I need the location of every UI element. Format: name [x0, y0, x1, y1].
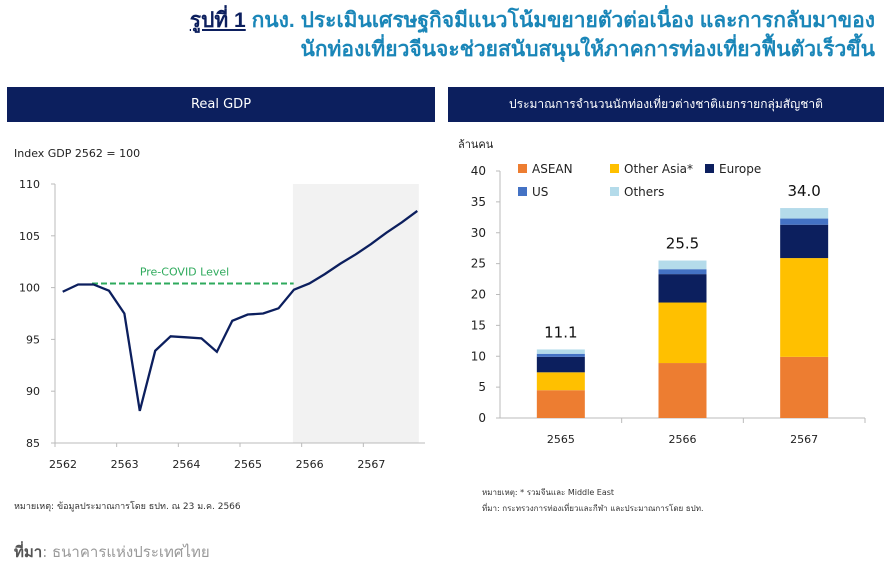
bar-segment-others — [658, 260, 707, 270]
figure-number: รูปที่ 1 — [189, 9, 246, 32]
source-text: : ธนาคารแห่งประเทศไทย — [42, 543, 210, 561]
y-tick-label: 105 — [19, 230, 40, 243]
legend-label: Europe — [719, 162, 761, 176]
bar-segment-us — [658, 269, 707, 275]
legend-swatch — [518, 187, 527, 196]
legend-label: ASEAN — [532, 162, 573, 176]
bar-segment-europe — [658, 274, 707, 303]
bar-segment-europe — [536, 356, 585, 373]
legend-swatch — [518, 164, 527, 173]
y-tick-label: 95 — [26, 333, 40, 346]
gdp-line — [62, 210, 418, 412]
y-tick-label: 110 — [19, 178, 40, 191]
y-axis-label: Index GDP 2562 = 100 — [14, 147, 140, 160]
y-tick-label: 85 — [26, 437, 40, 450]
title-line-2: นักท่องเที่ยวจีนจะช่วยสนับสนุนให้ภาคการท… — [300, 38, 875, 61]
y-tick-label: 30 — [471, 226, 486, 240]
y-tick-label: 90 — [26, 385, 40, 398]
title-line-1: กนง. ประเมินเศรษฐกิจมีแนวโน้มขยายตัวต่อเ… — [251, 9, 875, 32]
y-tick-label: 20 — [471, 288, 486, 302]
bar-total-label: 11.1 — [544, 323, 577, 341]
bar-segment-otherasia — [658, 302, 707, 364]
source: ที่มา: ธนาคารแห่งประเทศไทย — [14, 540, 210, 564]
y-tick-label: 40 — [471, 164, 486, 178]
x-tick-label: 2565 — [547, 433, 575, 446]
y-tick-label: 10 — [471, 349, 486, 363]
gdp-chart-header: Real GDP — [7, 87, 435, 122]
forecast-shading — [292, 184, 419, 443]
legend-label: Others — [624, 185, 664, 199]
y-tick-label: 15 — [471, 318, 486, 332]
x-tick-label: 2564 — [172, 458, 200, 471]
y-axis-label: ล้านคน — [458, 138, 494, 151]
gdp-note: หมายเหตุ: ข้อมูลประมาณการโดย ธปท. ณ 23 ม… — [14, 502, 241, 512]
legend-label: US — [532, 185, 548, 199]
legend-swatch — [705, 164, 714, 173]
x-tick-label: 2566 — [669, 433, 697, 446]
x-tick-label: 2567 — [357, 458, 385, 471]
legend-label: Other Asia* — [624, 162, 693, 176]
bar-segment-otherasia — [780, 258, 829, 357]
y-tick-label: 100 — [19, 282, 40, 295]
bar-total-label: 34.0 — [787, 182, 820, 200]
x-tick-label: 2563 — [111, 458, 139, 471]
y-tick-label: 35 — [471, 195, 486, 209]
tourist-chart-header: ประมาณการจำนวนนักท่องเที่ยวต่างชาติแยกรา… — [448, 87, 884, 122]
bar-total-label: 25.5 — [666, 235, 699, 253]
bar-segment-others — [780, 208, 829, 219]
tourist-source: ที่มา: กระทรวงการท่องเที่ยวและกีฬา และปร… — [482, 504, 704, 513]
x-tick-label: 2567 — [790, 433, 818, 446]
source-label: ที่มา — [14, 543, 43, 561]
bar-segment-otherasia — [536, 372, 585, 391]
page-title: รูปที่ 1 กนง. ประเมินเศรษฐกิจมีแนวโน้มขย… — [190, 6, 875, 64]
tourist-note: หมายเหตุ: * รวมจีนและ Middle East — [482, 488, 615, 497]
bar-segment-others — [536, 349, 585, 354]
bar-segment-asean — [658, 363, 707, 418]
y-tick-label: 0 — [478, 411, 486, 425]
y-tick-label: 5 — [478, 380, 486, 394]
legend-swatch — [610, 187, 619, 196]
legend-swatch — [610, 164, 619, 173]
bar-segment-europe — [780, 224, 829, 259]
bar-segment-asean — [536, 390, 585, 418]
bar-segment-us — [780, 218, 829, 225]
x-tick-label: 2566 — [296, 458, 324, 471]
bar-segment-us — [536, 353, 585, 357]
pre-covid-level-label: Pre-COVID Level — [140, 265, 229, 278]
bar-segment-asean — [780, 356, 829, 418]
y-tick-label: 25 — [471, 257, 486, 271]
x-tick-label: 2562 — [49, 458, 77, 471]
x-tick-label: 2565 — [234, 458, 262, 471]
